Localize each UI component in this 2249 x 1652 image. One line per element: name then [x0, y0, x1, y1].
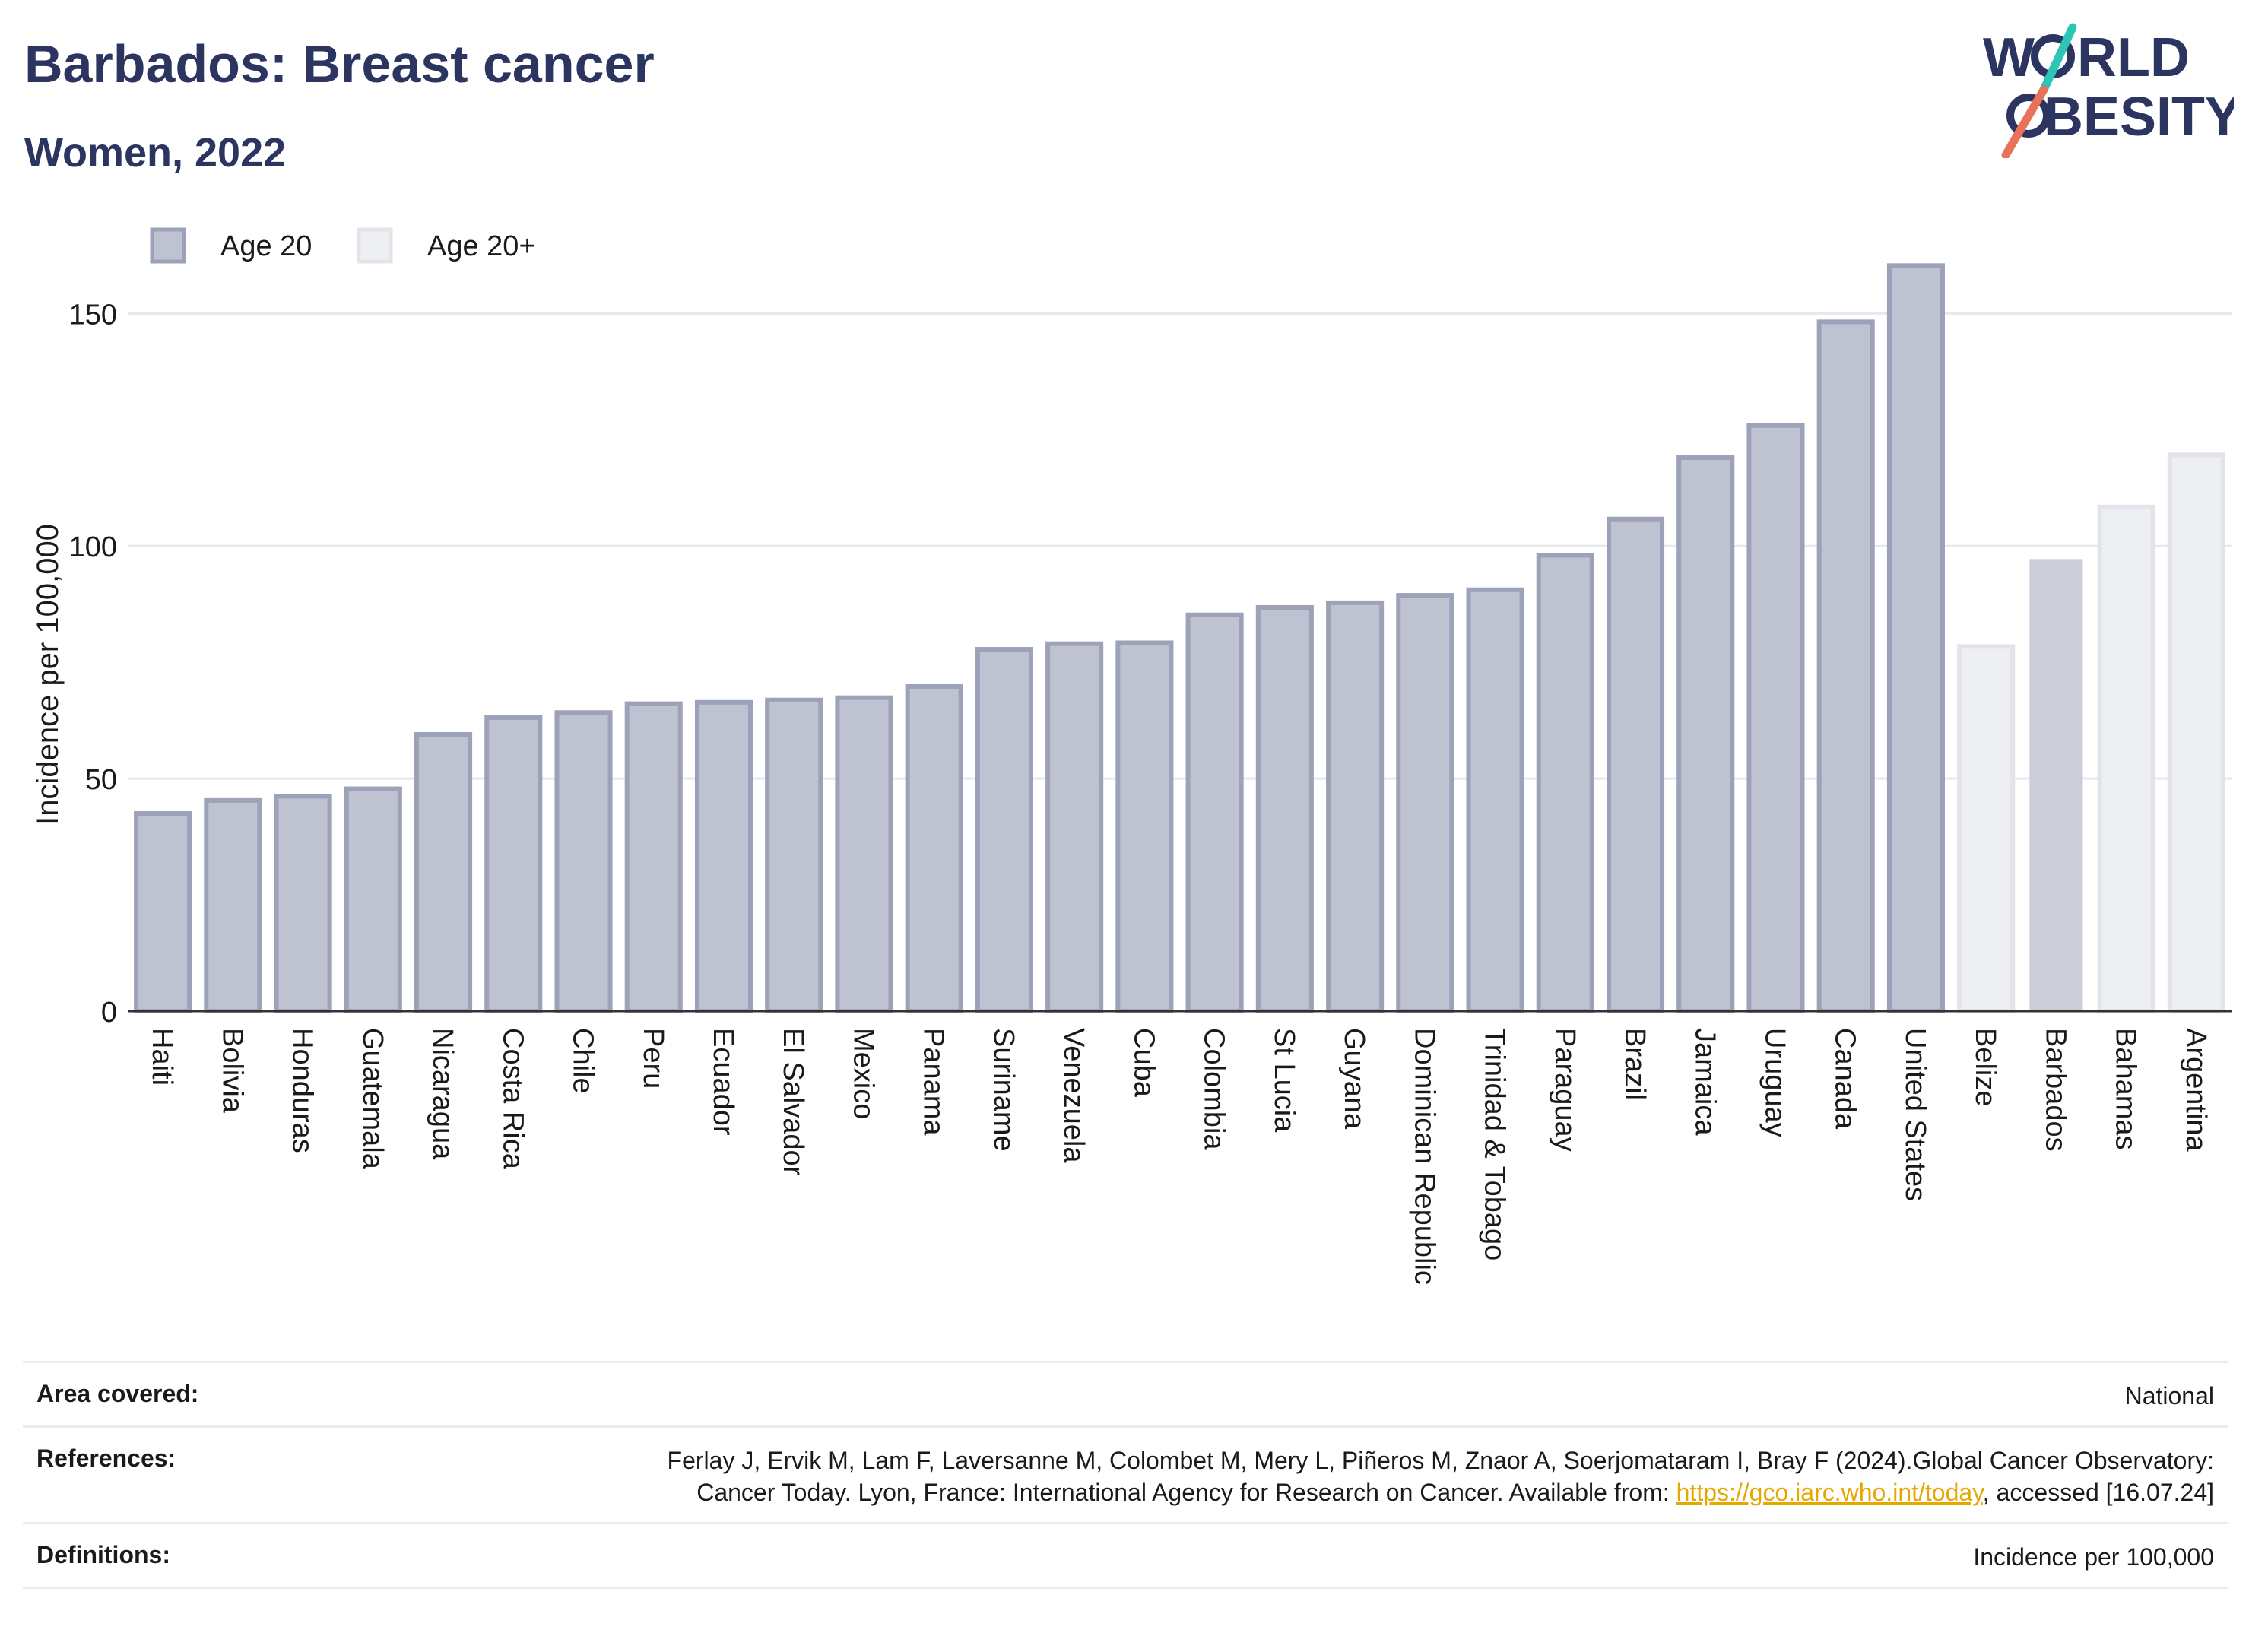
references-label: References:	[36, 1444, 176, 1472]
bar-st-lucia[interactable]	[1255, 604, 1314, 1013]
definitions-row: Definitions: Incidence per 100,000	[23, 1522, 2228, 1589]
bar-argentina[interactable]	[2167, 452, 2225, 1013]
x-tick-label-trinidad-and-tobago: Trinidad & Tobago	[1479, 1028, 1511, 1260]
logo-text-rld: RLD	[2077, 27, 2190, 88]
y-axis: 0 50 100 150	[69, 299, 117, 1029]
bar-mexico[interactable]	[835, 695, 893, 1013]
x-tick-label-colombia: Colombia	[1198, 1028, 1230, 1150]
bar-haiti[interactable]	[134, 811, 192, 1013]
logo-slash-teal	[2039, 23, 2077, 94]
x-tick-label-suriname: Suriname	[988, 1028, 1020, 1152]
bar-suriname[interactable]	[975, 647, 1033, 1013]
chart-legend: Age 20 Age 20+	[150, 227, 536, 264]
logo-text-besity: BESITY	[2044, 87, 2234, 147]
x-tick-label-peru: Peru	[637, 1028, 669, 1089]
x-tick-label-ecuador: Ecuador	[707, 1028, 739, 1136]
x-tick-label-argentina: Argentina	[2180, 1028, 2212, 1153]
bar-honduras[interactable]	[274, 794, 332, 1013]
x-tick-label-barbados: Barbados	[2039, 1028, 2071, 1152]
world-obesity-logo: W RLD BESITY	[1983, 23, 2234, 158]
bar-guyana[interactable]	[1326, 600, 1385, 1013]
x-tick-label-canada: Canada	[1829, 1028, 1861, 1130]
x-tick-label-guyana: Guyana	[1338, 1028, 1370, 1130]
bar-bolivia[interactable]	[204, 797, 262, 1014]
bar-bahamas[interactable]	[2097, 504, 2155, 1013]
bar-canada[interactable]	[1816, 319, 1875, 1014]
x-tick-label-bolivia: Bolivia	[216, 1028, 248, 1114]
area-covered-label: Area covered:	[36, 1380, 199, 1407]
bar-paraguay[interactable]	[1536, 553, 1594, 1013]
bar-chart: Age 20 Age 20+ 0 50 100 150 Haiti Bolivia Hond…	[31, 227, 2232, 1285]
references-text: Ferlay J, Ervik M, Lam F, Laversanne M, …	[667, 1447, 2214, 1506]
page-title: Barbados: Breast cancer	[24, 34, 655, 94]
x-tick-label-bahamas: Bahamas	[2110, 1028, 2142, 1150]
bar-trinidad-and-tobago[interactable]	[1466, 587, 1524, 1013]
svg-text:BESITY: BESITY	[2044, 87, 2234, 147]
bar-cuba[interactable]	[1115, 640, 1174, 1013]
x-tick-label-honduras: Honduras	[287, 1028, 319, 1153]
definitions-label: Definitions:	[36, 1541, 170, 1568]
x-tick-label-brazil: Brazil	[1619, 1028, 1651, 1100]
bar-uruguay[interactable]	[1746, 423, 1805, 1014]
bar-panama[interactable]	[905, 683, 963, 1013]
x-axis-labels: Haiti Bolivia Honduras Guatemala Nicaragua Co…	[146, 1028, 2212, 1285]
references-suffix: , accessed [16.07.24]	[1982, 1479, 2214, 1506]
x-tick-label-united-states: United States	[1899, 1028, 1931, 1201]
x-tick-label-belize: Belize	[1969, 1028, 2001, 1107]
info-table: Area covered: National References: Ferla…	[23, 1361, 2228, 1589]
x-tick-label-el-salvador: El Salvador	[777, 1028, 809, 1176]
bar-dominican-republic[interactable]	[1396, 593, 1454, 1013]
legend-label-age-20: Age 20+	[427, 230, 536, 262]
x-tick-label-uruguay: Uruguay	[1759, 1028, 1791, 1137]
bar-chile[interactable]	[554, 710, 613, 1013]
bar-venezuela[interactable]	[1045, 641, 1104, 1013]
bar-el-salvador[interactable]	[765, 697, 823, 1014]
y-tick-label-50: 50	[85, 764, 117, 796]
bar-ecuador[interactable]	[694, 699, 753, 1013]
definitions-value: Incidence per 100,000	[1973, 1543, 2214, 1571]
logo-o2-ring	[2006, 94, 2051, 138]
references-value: Ferlay J, Ervik M, Lam F, Laversanne M, …	[617, 1444, 2214, 1508]
x-tick-label-st-lucia: St Lucia	[1268, 1028, 1300, 1133]
x-tick-label-dominican-republic: Dominican Republic	[1408, 1028, 1440, 1285]
x-tick-label-panama: Panama	[918, 1028, 950, 1136]
logo-slash-coral	[2001, 85, 2048, 158]
bar-nicaragua[interactable]	[414, 732, 473, 1013]
bar-belize[interactable]	[1957, 644, 2016, 1013]
references-row: References: Ferlay J, Ervik M, Lam F, La…	[23, 1425, 2228, 1522]
page-subtitle: Women, 2022	[24, 130, 287, 176]
references-link[interactable]: https://gco.iarc.who.int/today	[1676, 1479, 1983, 1506]
legend-label-age-20: Age 20	[220, 230, 312, 262]
bar-united-states[interactable]	[1886, 263, 1945, 1013]
bar-peru[interactable]	[624, 701, 683, 1013]
x-tick-label-mexico: Mexico	[847, 1028, 879, 1119]
bar-costa-rica[interactable]	[484, 715, 543, 1013]
y-tick-label-0: 0	[101, 997, 117, 1029]
x-tick-label-nicaragua: Nicaragua	[427, 1028, 458, 1160]
area-covered-value: National	[2124, 1382, 2214, 1409]
bar-guatemala[interactable]	[344, 786, 402, 1013]
x-tick-label-chile: Chile	[567, 1028, 599, 1094]
x-tick-label-paraguay: Paraguay	[1549, 1028, 1581, 1152]
legend-swatch-age-20[interactable]	[150, 227, 186, 264]
y-tick-label-150: 150	[69, 299, 117, 331]
legend-swatch-age-20[interactable]	[357, 227, 393, 264]
x-tick-label-jamaica: Jamaica	[1689, 1028, 1721, 1136]
bars-group	[128, 263, 2232, 1014]
y-axis-label: Incidence per 100,000	[31, 524, 65, 825]
x-tick-label-costa-rica: Costa Rica	[496, 1028, 528, 1170]
logo-text-w: W	[1983, 27, 2035, 88]
bar-brazil[interactable]	[1606, 516, 1665, 1013]
bar-jamaica[interactable]	[1676, 455, 1735, 1013]
chart-grid	[128, 312, 2232, 780]
area-covered-row: Area covered: National	[23, 1361, 2228, 1425]
x-tick-label-venezuela: Venezuela	[1058, 1028, 1090, 1163]
y-tick-label-100: 100	[69, 531, 117, 563]
bar-colombia[interactable]	[1185, 612, 1244, 1013]
x-tick-label-haiti: Haiti	[146, 1028, 178, 1086]
x-tick-label-guatemala: Guatemala	[357, 1028, 389, 1170]
x-tick-label-cuba: Cuba	[1128, 1028, 1159, 1098]
bar-barbados[interactable]	[2029, 559, 2083, 1011]
